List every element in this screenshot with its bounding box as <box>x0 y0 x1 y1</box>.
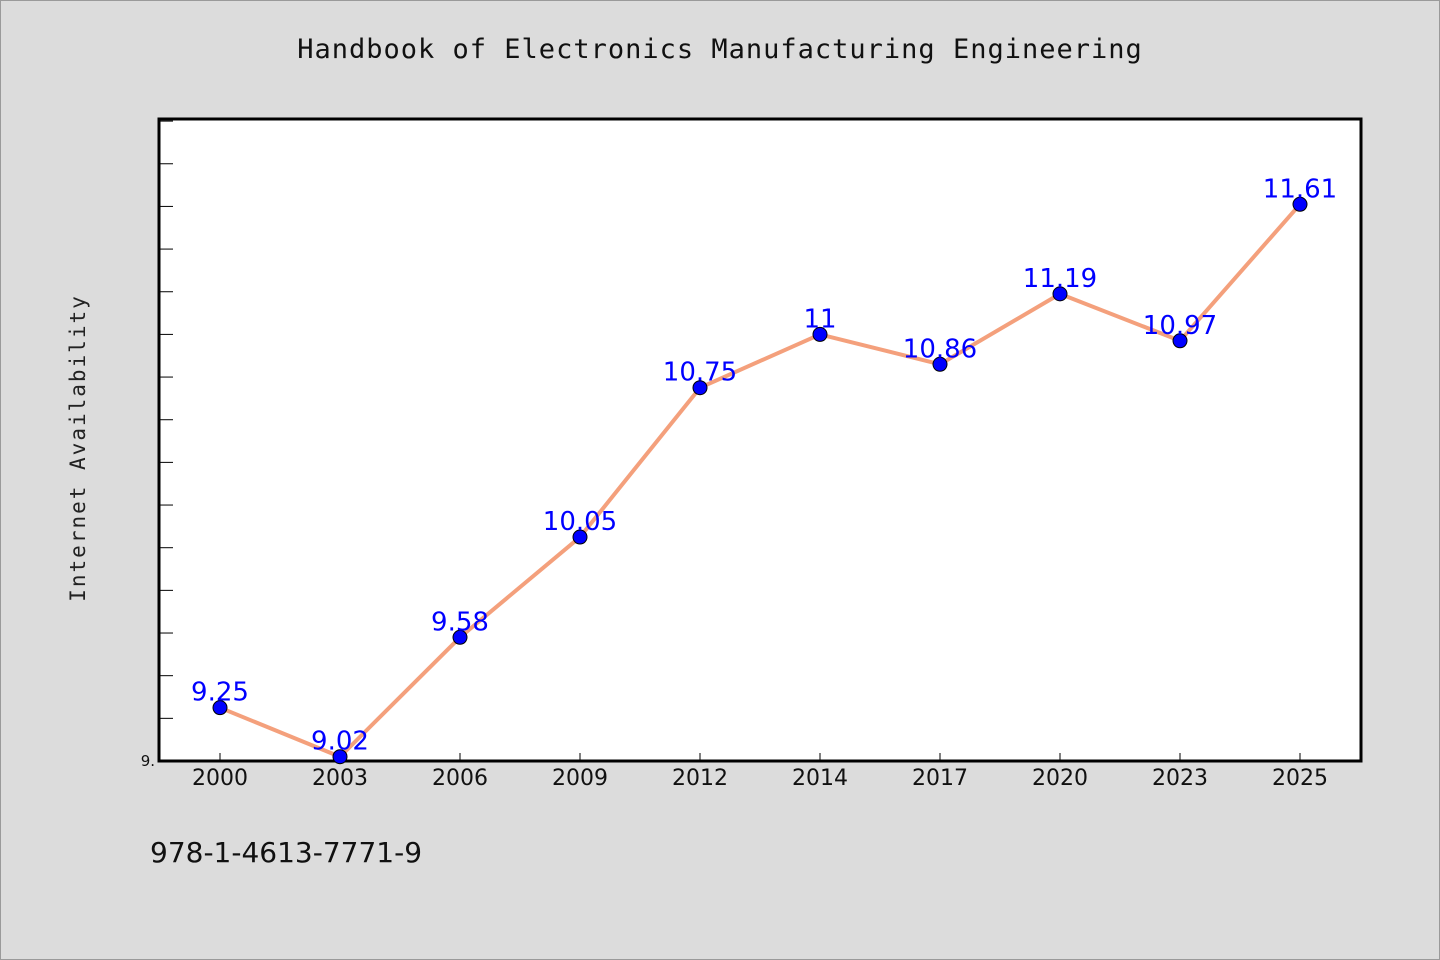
x-tick-label: 2000 <box>192 766 248 791</box>
data-label: 11.61 <box>1263 174 1337 204</box>
data-point <box>1292 196 1308 212</box>
x-tick-label: 2006 <box>432 766 488 791</box>
x-axis-ticks: 2000 2003 2006 2009 2012 2014 2017 2020 2023 2025 <box>192 753 1328 791</box>
x-tick-label: 2003 <box>312 766 368 791</box>
y-axis-ticks: 9. <box>141 120 173 770</box>
x-tick-label: 2014 <box>792 766 848 791</box>
x-tick-label: 2023 <box>1152 766 1208 791</box>
data-label: 10.05 <box>543 507 617 537</box>
data-label: 10.97 <box>1143 311 1217 341</box>
data-point <box>812 326 828 342</box>
data-point <box>572 529 588 545</box>
data-point <box>332 749 348 765</box>
series-line <box>219 202 1302 759</box>
data-label: 11 <box>803 304 836 334</box>
data-label: 11.19 <box>1023 264 1097 294</box>
data-point <box>452 629 468 645</box>
data-labels: 9.25 9.02 9.58 10.05 10.75 11 10.86 11.19 10.97 1… <box>191 174 1337 756</box>
data-point <box>932 356 948 372</box>
plot-area <box>157 117 1363 763</box>
data-label: 10.75 <box>663 358 737 388</box>
x-tick-label: 2012 <box>672 766 728 791</box>
x-tick-label: 2025 <box>1272 766 1328 791</box>
data-point <box>1052 286 1068 302</box>
x-tick-label: 2017 <box>912 766 968 791</box>
data-markers <box>212 196 1308 765</box>
data-label: 9.02 <box>311 727 369 757</box>
data-label: 10.86 <box>903 334 977 364</box>
data-point <box>692 380 708 396</box>
data-label: 9.25 <box>191 678 249 708</box>
data-label: 9.58 <box>431 607 489 637</box>
isbn-footer: 978-1-4613-7771-9 <box>150 836 423 869</box>
chart-title: Handbook of Electronics Manufacturing En… <box>297 34 1143 65</box>
x-tick-label: 2009 <box>552 766 608 791</box>
y-tick-label: 9. <box>141 752 155 770</box>
x-tick-label: 2020 <box>1032 766 1088 791</box>
data-point <box>1172 333 1188 349</box>
data-point <box>212 700 228 716</box>
